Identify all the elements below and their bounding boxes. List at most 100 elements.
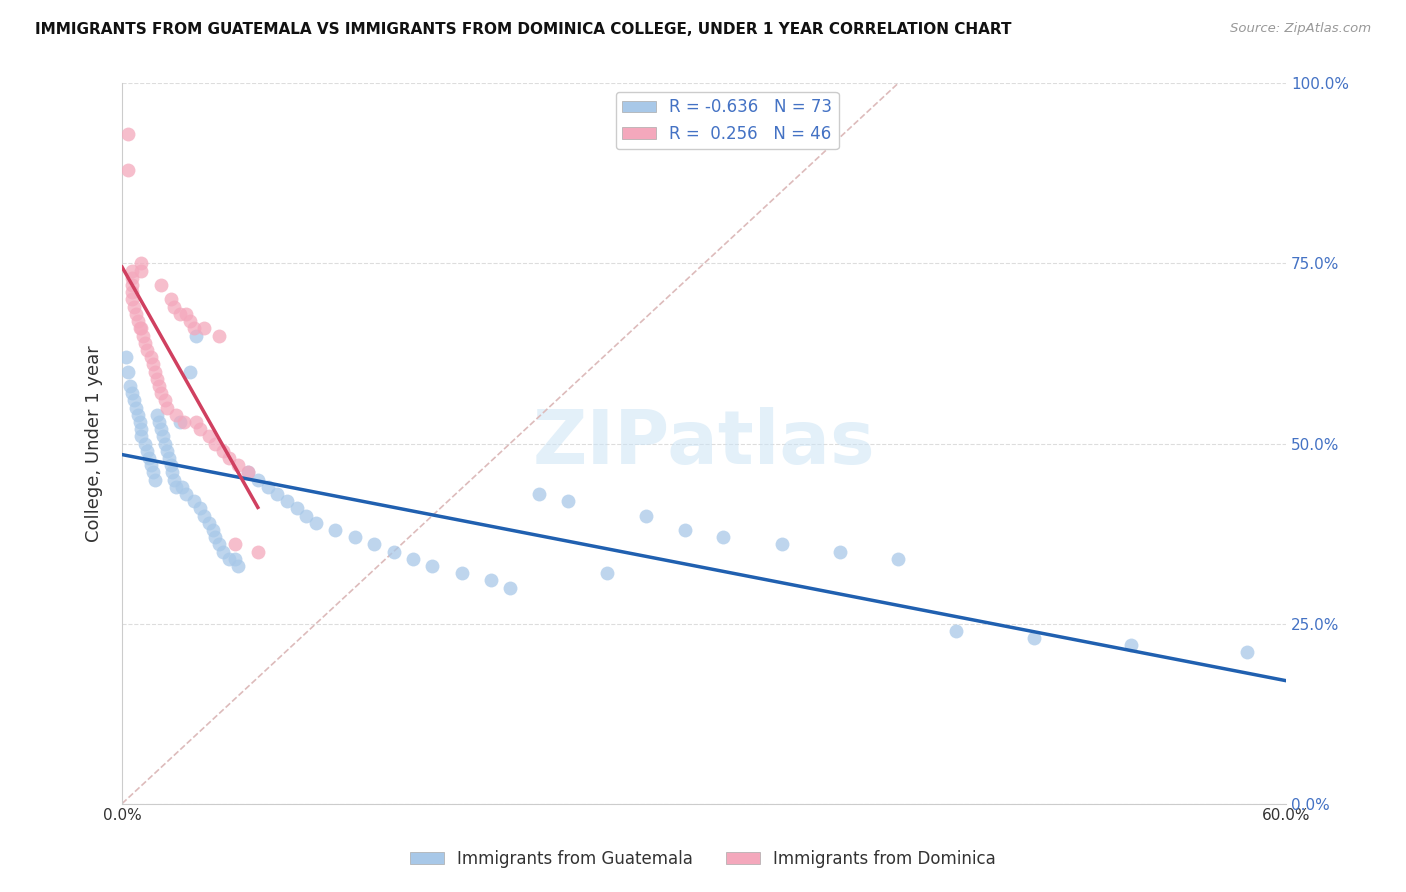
Point — [204, 530, 226, 544]
Point — [204, 436, 226, 450]
Text: ZIPatlas: ZIPatlas — [533, 407, 876, 480]
Point — [131, 429, 153, 443]
Point — [121, 386, 143, 401]
Point — [128, 321, 150, 335]
Point — [450, 566, 472, 581]
Point — [148, 415, 170, 429]
Point — [183, 321, 205, 335]
Point — [128, 415, 150, 429]
Point — [596, 566, 619, 581]
Point — [499, 581, 522, 595]
Point — [122, 393, 145, 408]
Point — [673, 523, 696, 537]
Point — [121, 278, 143, 293]
Point — [143, 364, 166, 378]
Point — [131, 263, 153, 277]
Point — [179, 364, 201, 378]
Point — [141, 350, 163, 364]
Point — [198, 516, 221, 530]
Point — [131, 321, 153, 335]
Point — [156, 443, 179, 458]
Point — [127, 314, 149, 328]
Point — [236, 466, 259, 480]
Point — [236, 466, 259, 480]
Point — [527, 487, 550, 501]
Point — [402, 551, 425, 566]
Point — [159, 458, 181, 472]
Point — [163, 300, 186, 314]
Point — [122, 300, 145, 314]
Point — [142, 466, 165, 480]
Point — [149, 422, 172, 436]
Point — [138, 450, 160, 465]
Y-axis label: College, Under 1 year: College, Under 1 year — [86, 345, 103, 542]
Point — [131, 256, 153, 270]
Point — [153, 436, 176, 450]
Point — [479, 574, 502, 588]
Point — [770, 537, 793, 551]
Point — [149, 386, 172, 401]
Point — [174, 487, 197, 501]
Point — [887, 551, 910, 566]
Point — [121, 285, 143, 300]
Point — [157, 450, 180, 465]
Point — [945, 624, 967, 638]
Point — [224, 551, 246, 566]
Point — [174, 307, 197, 321]
Point — [828, 544, 851, 558]
Point — [152, 429, 174, 443]
Point — [422, 558, 444, 573]
Point — [224, 537, 246, 551]
Point — [184, 415, 207, 429]
Point — [246, 544, 269, 558]
Legend: R = -0.636   N = 73, R =  0.256   N = 46: R = -0.636 N = 73, R = 0.256 N = 46 — [616, 92, 839, 150]
Point — [159, 293, 181, 307]
Point — [193, 508, 215, 523]
Point — [1022, 631, 1045, 645]
Point — [121, 263, 143, 277]
Point — [132, 328, 155, 343]
Point — [184, 328, 207, 343]
Point — [131, 422, 153, 436]
Point — [1236, 645, 1258, 659]
Point — [148, 379, 170, 393]
Point — [198, 429, 221, 443]
Point — [305, 516, 328, 530]
Point — [117, 364, 139, 378]
Point — [134, 335, 156, 350]
Point — [118, 379, 141, 393]
Point — [188, 422, 211, 436]
Point — [228, 458, 250, 472]
Point — [165, 480, 187, 494]
Point — [121, 271, 143, 285]
Point — [134, 436, 156, 450]
Text: IMMIGRANTS FROM GUATEMALA VS IMMIGRANTS FROM DOMINICA COLLEGE, UNDER 1 YEAR CORR: IMMIGRANTS FROM GUATEMALA VS IMMIGRANTS … — [35, 22, 1012, 37]
Point — [218, 450, 240, 465]
Point — [382, 544, 405, 558]
Point — [117, 162, 139, 177]
Point — [153, 393, 176, 408]
Point — [165, 408, 187, 422]
Point — [172, 480, 194, 494]
Point — [127, 408, 149, 422]
Point — [146, 372, 169, 386]
Point — [634, 508, 657, 523]
Point — [149, 278, 172, 293]
Point — [162, 466, 184, 480]
Point — [146, 408, 169, 422]
Point — [163, 473, 186, 487]
Point — [169, 415, 191, 429]
Point — [212, 443, 235, 458]
Point — [208, 328, 231, 343]
Point — [115, 350, 138, 364]
Point — [713, 530, 735, 544]
Point — [117, 127, 139, 141]
Point — [179, 314, 201, 328]
Point — [136, 443, 159, 458]
Point — [1119, 638, 1142, 652]
Point — [141, 458, 163, 472]
Point — [143, 473, 166, 487]
Point — [156, 401, 179, 415]
Point — [142, 357, 165, 371]
Point — [218, 551, 240, 566]
